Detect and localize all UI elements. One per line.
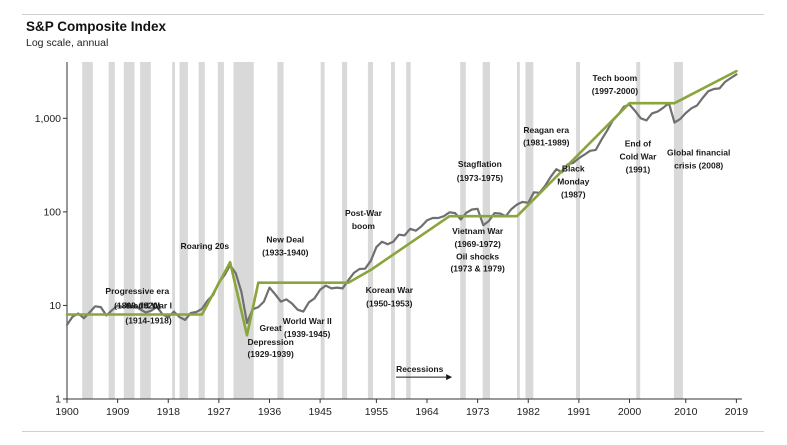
recession-band xyxy=(460,62,466,399)
y-tick-label: 1,000 xyxy=(35,113,61,125)
y-tick-label: 100 xyxy=(43,206,61,218)
annotation-label: (1973 & 1979) xyxy=(450,264,505,274)
annotation-label: Oil shocks xyxy=(456,251,499,261)
recessions-arrow-head xyxy=(446,374,453,381)
annotation-label: (1914-1918) xyxy=(125,316,171,326)
annotation-label: Post-War xyxy=(345,208,383,218)
annotation-label: Black xyxy=(562,164,585,174)
x-tick-label: 1936 xyxy=(258,406,282,418)
chart-title: S&P Composite Index xyxy=(26,19,167,34)
x-tick-label: 1900 xyxy=(55,406,79,418)
annotation-label: End of xyxy=(625,138,652,148)
annotation-label: Progressive era xyxy=(105,286,169,296)
annotation-label: Korean War xyxy=(366,285,414,295)
annotation-label: Roaring 20s xyxy=(180,241,229,251)
annotation-label: (1997-2000) xyxy=(592,86,638,96)
recession-band xyxy=(320,62,325,399)
x-tick-label: 1918 xyxy=(157,406,181,418)
annotation-label: Depression xyxy=(247,337,293,347)
annotation-label: Tech boom xyxy=(593,73,638,83)
annotation-label: crisis (2008) xyxy=(674,161,723,171)
annotation-label: World War I xyxy=(125,300,172,310)
recession-band xyxy=(172,62,175,399)
recession-band xyxy=(123,62,135,399)
annotation-label: Global financial xyxy=(667,148,730,158)
annotation-label: (1950-1953) xyxy=(366,298,412,308)
annotation-label: (1969-1972) xyxy=(454,239,500,249)
annotation-label: boom xyxy=(352,221,376,231)
x-tick-label: 1945 xyxy=(308,406,332,418)
annotation-label: Monday xyxy=(557,177,589,187)
annotation-label: Vietnam War xyxy=(452,226,504,236)
recession-band xyxy=(576,62,580,399)
x-tick-label: 2010 xyxy=(674,406,698,418)
recession-band xyxy=(636,62,641,399)
chart-frame xyxy=(22,14,764,432)
x-tick-label: 2000 xyxy=(618,406,642,418)
recession-band xyxy=(233,62,254,399)
x-tick-label: 1973 xyxy=(466,406,490,418)
annotation-label: Cold War xyxy=(619,151,657,161)
chart-subtitle: Log scale, annual xyxy=(26,37,109,49)
recession-band xyxy=(179,62,188,399)
recession-band xyxy=(198,62,205,399)
recession-band xyxy=(140,62,151,399)
annotation-label: (1991) xyxy=(626,164,651,174)
recession-band xyxy=(367,62,373,399)
x-tick-label: 2019 xyxy=(725,406,749,418)
annotation-label: World War II xyxy=(283,316,332,326)
trend-line xyxy=(65,69,738,337)
recession-band xyxy=(673,62,683,399)
x-tick-label: 1964 xyxy=(415,406,439,418)
annotation-label: (1973-1975) xyxy=(457,173,503,183)
annotation-label: (1929-1939) xyxy=(247,349,293,359)
annotation-label: New Deal xyxy=(266,235,304,245)
annotation-label: Stagflation xyxy=(458,159,502,169)
x-tick-label: 1982 xyxy=(517,406,541,418)
annotation-label: Reagan era xyxy=(523,125,569,135)
x-tick-label: 1991 xyxy=(567,406,591,418)
recession-band xyxy=(277,62,284,399)
x-tick-label: 1909 xyxy=(106,406,130,418)
recession-band xyxy=(82,62,93,399)
annotation-label: (1933-1940) xyxy=(262,248,308,258)
recession-band xyxy=(391,62,395,399)
annotation-label: Great xyxy=(260,323,282,333)
recession-band xyxy=(108,62,115,399)
recession-band xyxy=(517,62,520,399)
recessions-label: Recessions xyxy=(396,364,444,374)
x-tick-label: 1955 xyxy=(365,406,389,418)
recession-band xyxy=(217,62,224,399)
x-tick-label: 1927 xyxy=(207,406,231,418)
annotation-label: (1890-1920) xyxy=(114,300,160,310)
recession-band xyxy=(342,62,348,399)
recession-band xyxy=(482,62,490,399)
y-tick-label: 1 xyxy=(55,394,61,406)
y-tick-label: 10 xyxy=(49,300,61,312)
recession-band xyxy=(525,62,534,399)
annotation-label: (1987) xyxy=(561,190,586,200)
annotation-label: (1981-1989) xyxy=(523,137,569,147)
annotation-label: (1939-1945) xyxy=(284,329,330,339)
